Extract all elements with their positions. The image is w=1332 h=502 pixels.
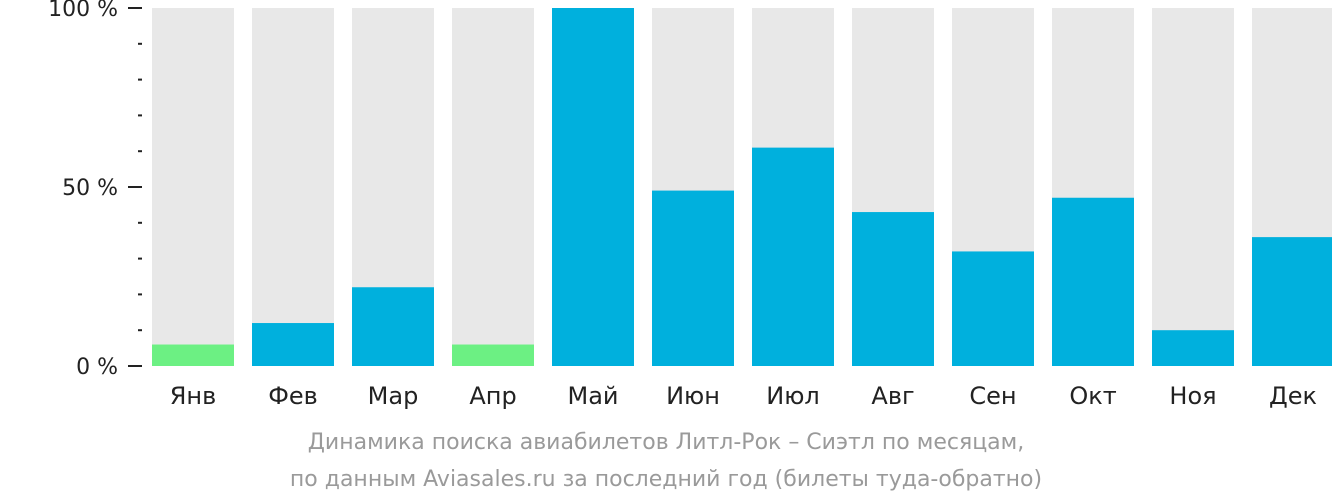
monthly-search-bar-chart: 0 % 50 % 100 % Янв Фев Мар Апр Май Июн Июл Авг Сен О… — [48, 0, 1332, 410]
x-tick-label: Май — [567, 382, 618, 410]
x-tick-label: Фев — [268, 382, 318, 410]
bar — [1252, 237, 1332, 366]
x-tick-label: Мар — [368, 382, 419, 410]
y-tick-label: 50 % — [62, 176, 118, 201]
bar-track — [1152, 8, 1234, 366]
y-tick-label: 0 % — [76, 355, 118, 380]
bar — [452, 344, 534, 366]
y-tick-label: 100 % — [48, 0, 118, 22]
bar — [352, 287, 434, 366]
x-tick-label: Сен — [969, 382, 1016, 410]
bar — [652, 190, 734, 366]
x-tick-label: Авг — [871, 382, 914, 410]
bar — [852, 212, 934, 366]
bar — [1152, 330, 1234, 366]
chart-caption-line-2: по данным Aviasales.ru за последний год … — [289, 467, 1043, 492]
bar-track — [152, 8, 234, 366]
bar — [552, 8, 634, 366]
x-tick-label: Апр — [469, 382, 516, 410]
bar — [152, 344, 234, 366]
x-tick-label: Дек — [1269, 382, 1317, 410]
x-tick-label: Янв — [170, 382, 217, 410]
bar — [952, 251, 1034, 366]
x-tick-label: Июл — [766, 382, 820, 410]
bar — [1052, 197, 1134, 366]
x-tick-label: Июн — [666, 382, 720, 410]
bar — [752, 147, 834, 366]
x-tick-label: Ноя — [1169, 382, 1216, 410]
chart-caption-line-1: Динамика поиска авиабилетов Литл-Рок – С… — [307, 430, 1025, 455]
bar-track — [252, 8, 334, 366]
x-tick-label: Окт — [1069, 382, 1116, 410]
bar-track — [452, 8, 534, 366]
bar — [252, 323, 334, 366]
